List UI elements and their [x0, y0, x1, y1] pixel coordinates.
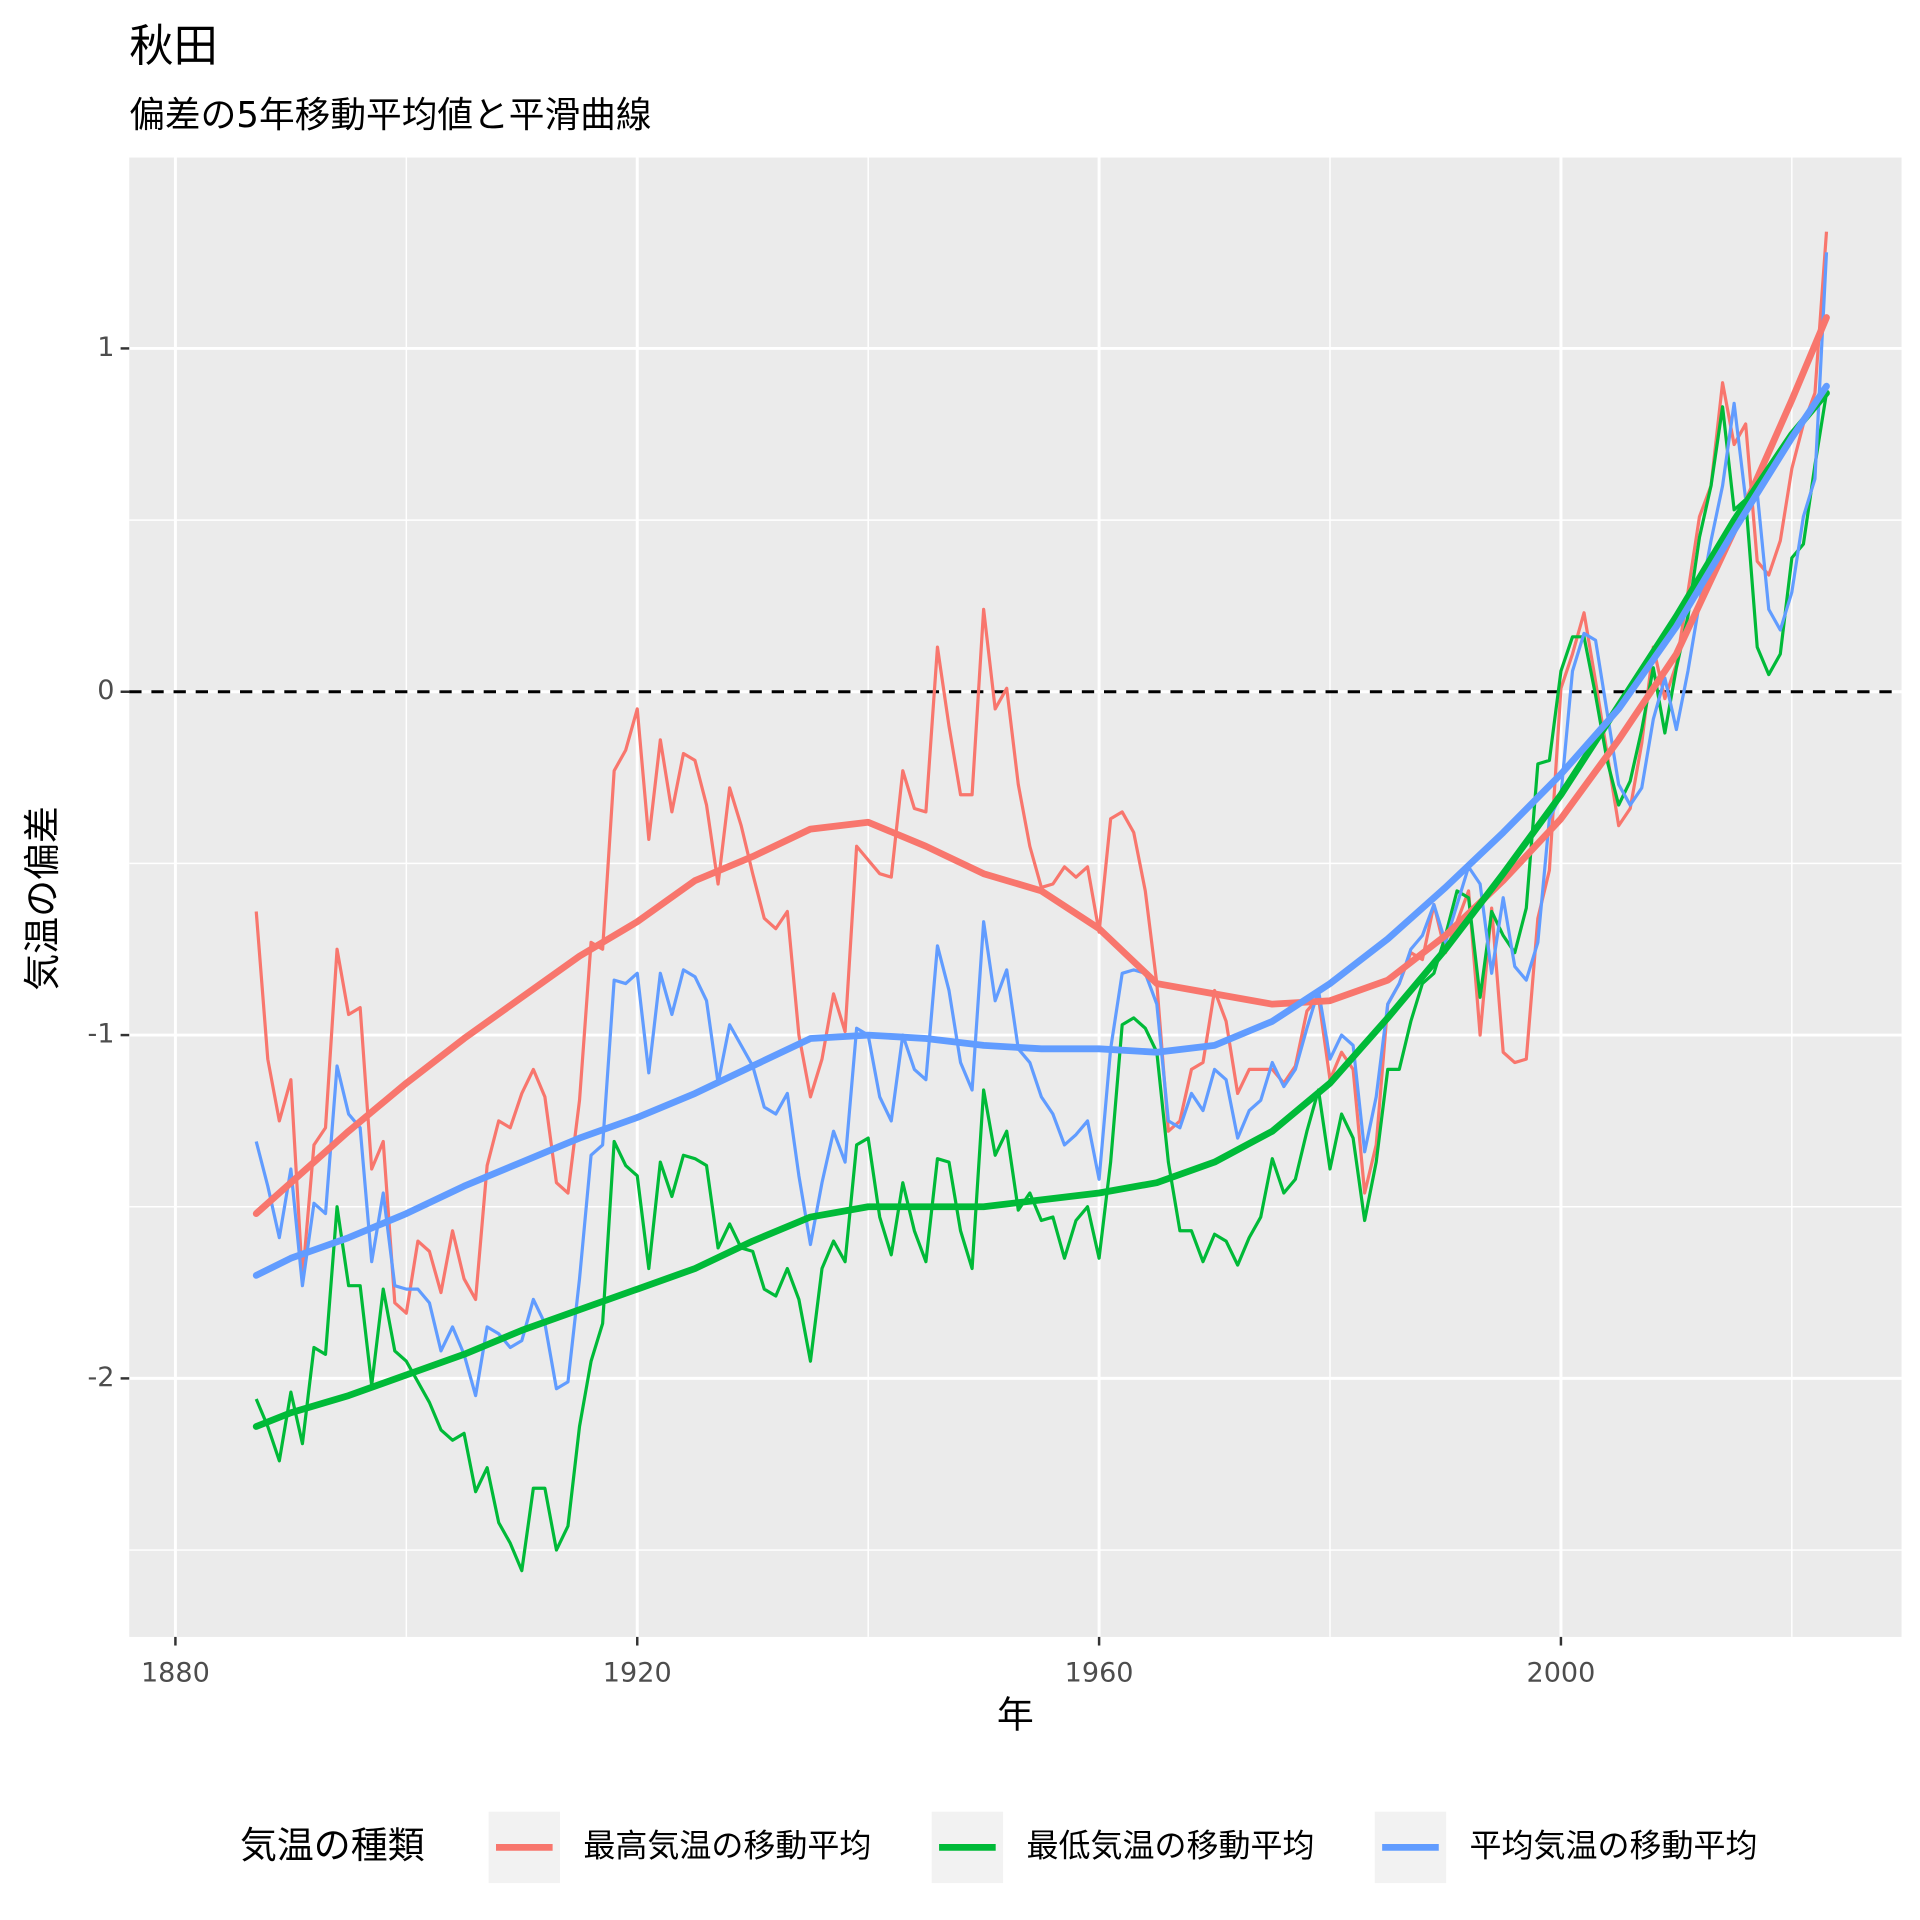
y-tick-label: 0 [97, 675, 114, 706]
y-axis-label: 気温の偏差 [21, 806, 64, 991]
x-axis-label: 年 [997, 1693, 1034, 1736]
x-tick-label: 1960 [1065, 1657, 1134, 1688]
chart-subtitle: 偏差の5年移動平均値と平滑曲線 [129, 95, 651, 136]
x-tick-label: 1880 [141, 1657, 210, 1688]
legend-label: 最低気温の移動平均 [1026, 1826, 1314, 1864]
legend-title: 気温の種類 [240, 1824, 425, 1867]
y-tick-label: -2 [87, 1362, 114, 1393]
legend-label: 最高気温の移動平均 [583, 1826, 871, 1864]
smooth-curve [252, 314, 1830, 1217]
y-tick-label: 1 [97, 332, 114, 363]
chart-title: 秋田 [129, 21, 218, 72]
smooth-curve [252, 389, 1830, 1430]
moving-average-line [254, 252, 1829, 1398]
plot-background [129, 157, 1902, 1637]
x-tick-label: 1920 [603, 1657, 672, 1688]
smooth-curve [252, 382, 1830, 1279]
x-tick-label: 2000 [1526, 1657, 1595, 1688]
moving-average-line [254, 392, 1829, 1573]
y-tick-label: -1 [87, 1019, 114, 1050]
legend-label: 平均気温の移動平均 [1470, 1826, 1758, 1864]
